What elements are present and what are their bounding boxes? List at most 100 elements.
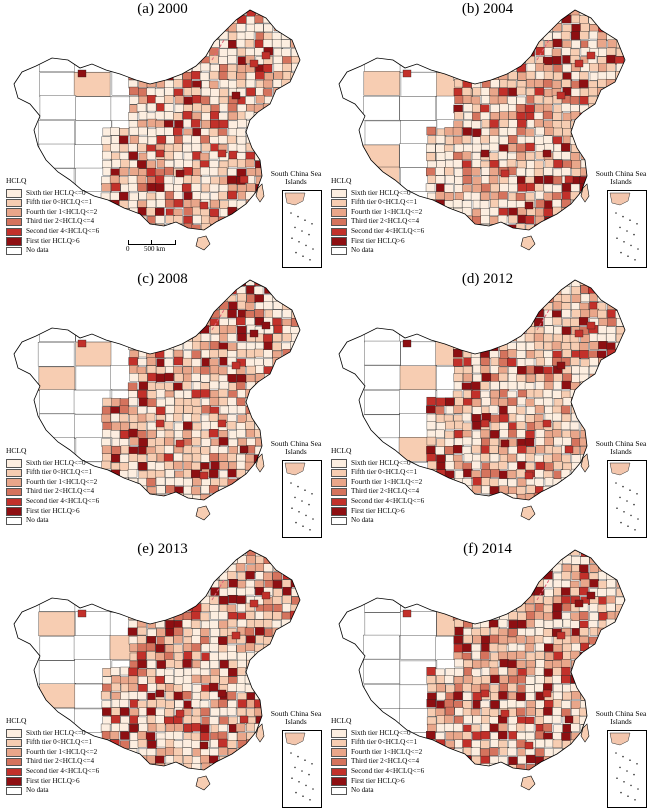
map-region: [552, 675, 562, 684]
map-region: [226, 325, 237, 334]
legend-swatch: [6, 189, 22, 198]
map-region: [138, 397, 149, 407]
map-region: [163, 358, 174, 367]
map-region: [255, 555, 265, 565]
map-region: [191, 699, 201, 708]
map-region: [471, 643, 481, 653]
legend-item: Third tier 2<HCLQ<=4: [6, 487, 99, 497]
map-region: [254, 39, 265, 49]
map-region: [515, 550, 526, 557]
map-region: [129, 224, 139, 230]
map-region: [561, 666, 571, 676]
map-region: [200, 550, 210, 557]
map-region: [462, 95, 473, 104]
map-region: [364, 340, 401, 366]
map-region: [264, 280, 274, 286]
map-region: [615, 32, 625, 41]
map-region: [616, 659, 625, 669]
scale-zero-label: 0: [126, 245, 130, 253]
map-region: [210, 461, 220, 470]
map-region: [263, 550, 273, 557]
map-region: [237, 732, 247, 741]
map-region: [535, 10, 545, 17]
map-region: [282, 96, 292, 105]
map-region: [489, 342, 499, 351]
map-region: [165, 477, 175, 487]
map-region: [173, 79, 183, 88]
map-region: [597, 95, 607, 104]
legend-item: Fifth tier 0<HCLQ<=1: [6, 468, 99, 478]
map-region: [607, 413, 617, 422]
map-region: [128, 182, 138, 192]
map-region: [228, 16, 239, 25]
map-region: [137, 643, 148, 652]
map-region: [255, 32, 265, 41]
map-region: [209, 660, 220, 669]
map-region: [282, 285, 292, 295]
map-region-hub: [175, 709, 185, 718]
map-region: [471, 755, 481, 765]
map-region: [569, 421, 580, 431]
map-region: [138, 111, 149, 120]
map-region: [272, 151, 282, 160]
map-region: [128, 675, 138, 685]
map-region: [615, 293, 625, 303]
map-region: [534, 341, 544, 350]
map-region: [489, 478, 499, 487]
map-region: [218, 699, 228, 708]
map-region: [101, 740, 111, 749]
map-region: [453, 286, 463, 296]
map-region: [589, 341, 599, 350]
map-region: [535, 208, 545, 217]
map-region: [155, 207, 165, 217]
map-region-hub: [574, 599, 584, 608]
map-region: [606, 699, 616, 708]
map-region: [254, 118, 264, 128]
map-region: [445, 397, 455, 406]
map-region-hub: [231, 91, 241, 100]
map-region: [498, 224, 508, 230]
map-region: [273, 96, 283, 105]
legend-label: Fourth tier 1<HCLQ<=2: [351, 207, 423, 216]
map-region: [471, 167, 481, 176]
map-region: [236, 128, 246, 137]
map-region: [290, 349, 300, 358]
map-region: [461, 87, 472, 96]
map-region: [191, 175, 201, 184]
map-region: [499, 23, 509, 33]
map-region: [463, 715, 473, 724]
map-region: [579, 71, 589, 81]
map-region: [174, 64, 184, 73]
hainan-island: [520, 505, 536, 521]
map-region: [597, 143, 607, 152]
map-region: [129, 643, 140, 653]
country-outline: [338, 279, 626, 501]
map-region: [255, 668, 265, 678]
map-region: [200, 603, 211, 612]
map-region: [165, 628, 175, 637]
map-region: [607, 96, 617, 105]
map-region: [246, 722, 256, 732]
map-region: [191, 317, 201, 327]
map-region: [579, 478, 589, 487]
map-region: [533, 366, 544, 375]
map-region: [435, 446, 445, 455]
map-region: [128, 63, 138, 72]
map-region: [579, 747, 589, 756]
map-region: [616, 144, 625, 153]
map-region: [209, 652, 219, 661]
map-region: [525, 15, 535, 24]
map-region: [227, 103, 238, 112]
map-region: [364, 390, 401, 415]
map-region: [598, 683, 608, 693]
map-region: [571, 438, 581, 447]
map-region: [562, 349, 572, 358]
map-region: [454, 333, 464, 342]
map-region: [615, 652, 625, 661]
map-region: [553, 651, 563, 661]
map-region: [237, 555, 247, 564]
map-region: [597, 214, 607, 224]
map-region: [579, 15, 589, 24]
map-region: [174, 405, 184, 414]
map-region: [544, 325, 554, 335]
